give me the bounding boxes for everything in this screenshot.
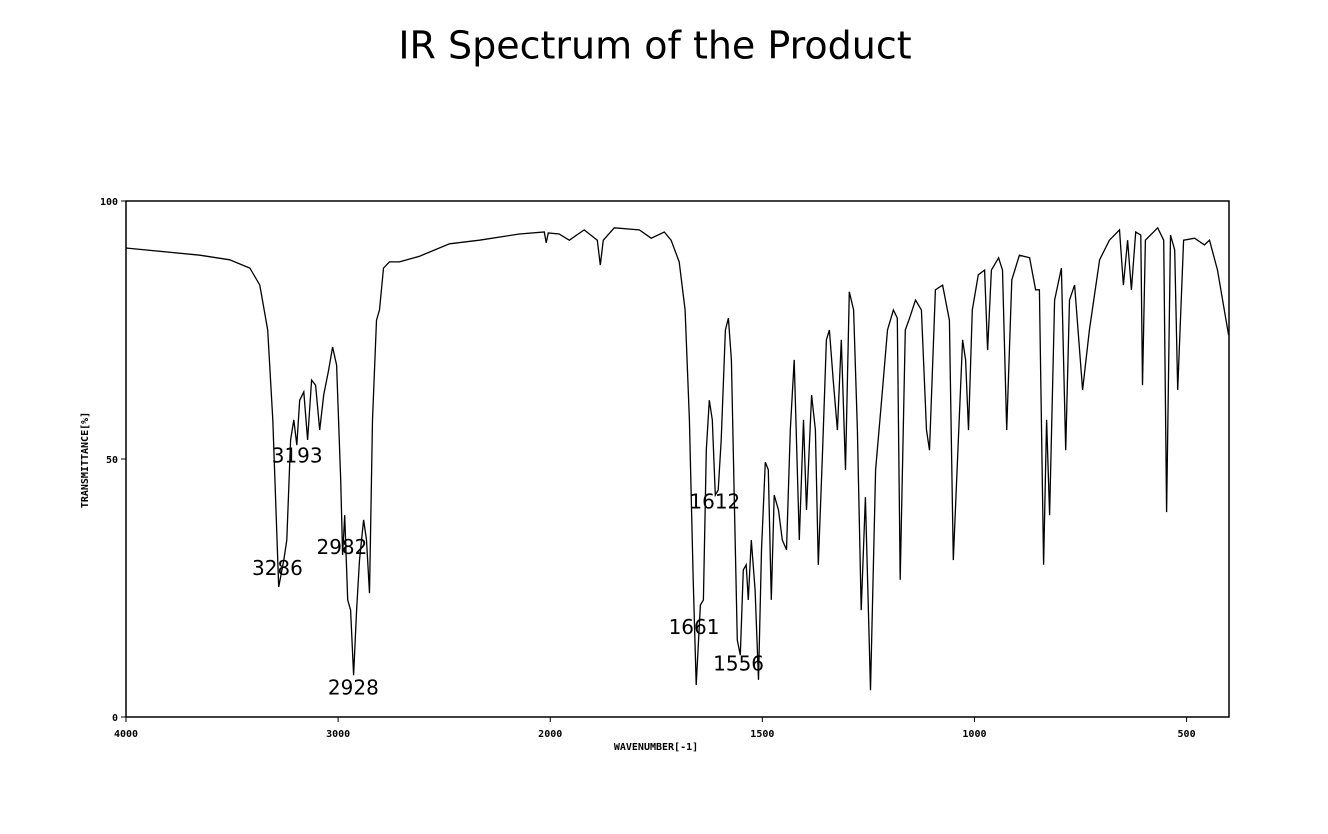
peak-annotation: 1612 [689, 489, 740, 513]
peak-annotation: 1661 [669, 615, 720, 639]
y-axis-label: TRANSMITTANCE[%] [80, 412, 91, 508]
spectrum-line [125, 226, 1230, 691]
x-axis-label: WAVENUMBER[-1] [614, 742, 698, 753]
y-tick-label: 100 [100, 197, 118, 208]
y-tick-label: 50 [106, 455, 118, 466]
peak-annotation: 3286 [252, 556, 303, 580]
peak-annotation: 2928 [328, 676, 379, 700]
peak-annotation: 2982 [316, 535, 367, 559]
x-tick-label: 4000 [114, 729, 138, 740]
x-tick-label: 2000 [538, 729, 562, 740]
peak-annotation: 3193 [272, 444, 323, 468]
x-tick-label: 500 [1178, 729, 1196, 740]
y-tick-label: 0 [112, 713, 118, 724]
x-tick-label: 3000 [326, 729, 350, 740]
peak-annotation: 1556 [713, 652, 764, 676]
x-tick-label: 1500 [750, 729, 774, 740]
chart-title: IR Spectrum of the Product [398, 24, 911, 68]
x-tick-label: 1000 [962, 729, 986, 740]
